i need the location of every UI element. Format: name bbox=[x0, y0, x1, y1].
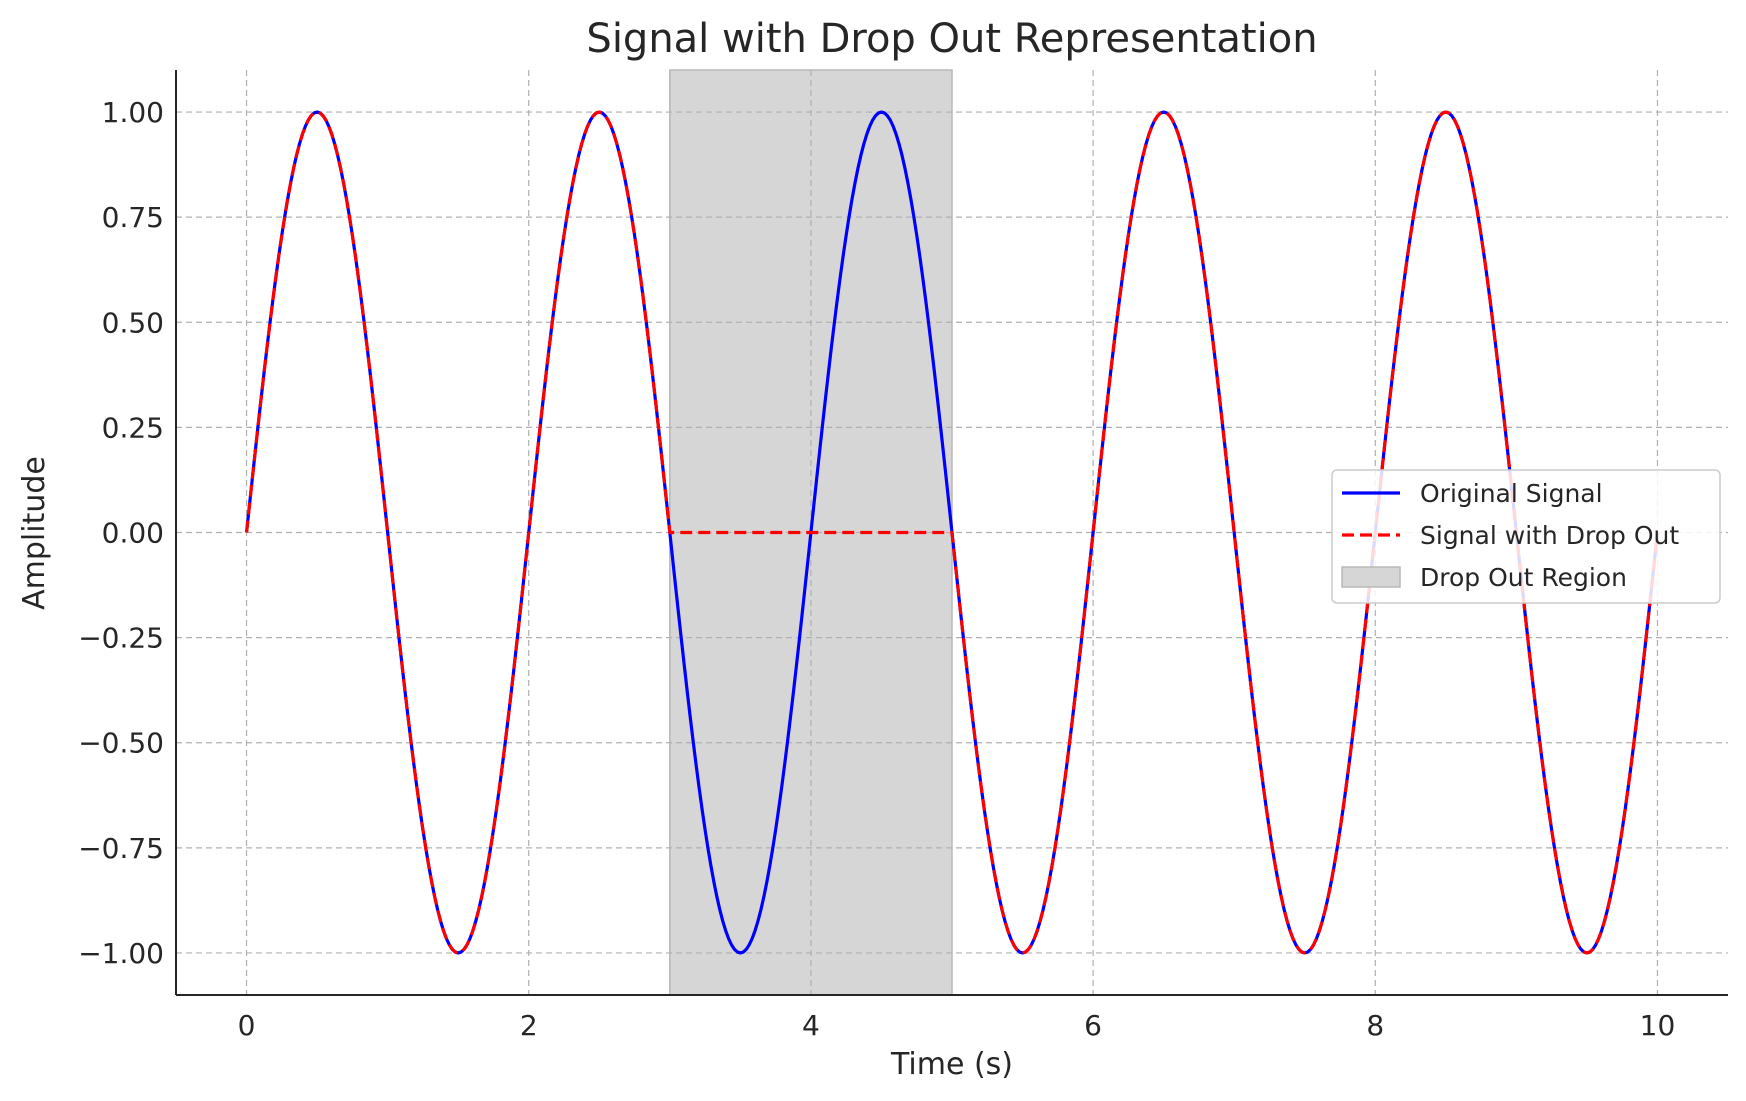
x-tick-label: 2 bbox=[520, 1009, 538, 1042]
y-tick-label: −0.50 bbox=[78, 727, 164, 760]
x-tick-label: 0 bbox=[238, 1009, 256, 1042]
y-tick-label: 0.00 bbox=[102, 517, 164, 550]
y-tick-label: 0.25 bbox=[102, 411, 164, 444]
y-tick-label: 0.50 bbox=[102, 306, 164, 339]
legend-label: Signal with Drop Out bbox=[1420, 521, 1679, 550]
legend-region-swatch bbox=[1341, 566, 1401, 588]
series-layer bbox=[244, 110, 1660, 955]
y-axis-label: Amplitude bbox=[17, 456, 52, 610]
dropout-signal-line bbox=[244, 110, 1660, 955]
chart-title: Signal with Drop Out Representation bbox=[586, 16, 1317, 62]
axes-layer bbox=[175, 70, 1728, 996]
legend: Original Signal Signal with Drop Out Drop … bbox=[1331, 469, 1721, 604]
y-tick-label: 1.00 bbox=[102, 96, 164, 129]
x-tick-label: 8 bbox=[1366, 1009, 1384, 1042]
y-tick-label: −1.00 bbox=[78, 937, 164, 970]
x-axis-label: Time (s) bbox=[890, 1047, 1013, 1082]
legend-box bbox=[1331, 469, 1721, 604]
ticks-layer: 0 2 4 6 8 10 1.00 0.75 0.50 0.25 0.00 −0.25 −0.50 −0.… bbox=[78, 96, 1675, 1042]
legend-label: Original Signal bbox=[1420, 479, 1603, 508]
x-tick-label: 6 bbox=[1084, 1009, 1102, 1042]
y-tick-label: 0.75 bbox=[102, 201, 164, 234]
legend-label: Drop Out Region bbox=[1420, 563, 1627, 592]
x-tick-label: 10 bbox=[1640, 1009, 1676, 1042]
y-tick-label: −0.25 bbox=[78, 622, 164, 655]
y-tick-label: −0.75 bbox=[78, 832, 164, 865]
x-tick-label: 4 bbox=[802, 1009, 820, 1042]
